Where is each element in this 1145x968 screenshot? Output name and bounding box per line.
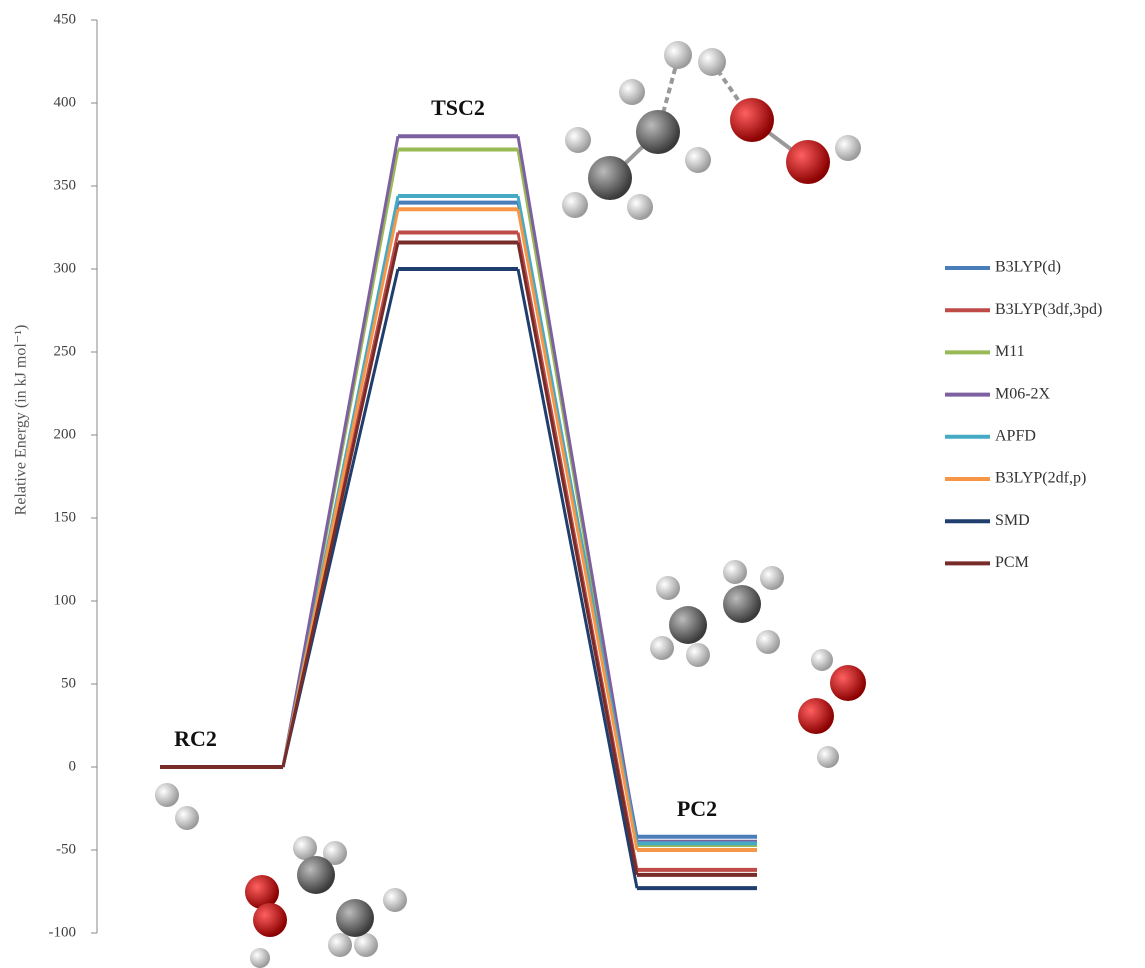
connector [283,242,398,767]
molecule-pc2 [650,560,866,768]
legend-label: B3LYP(3df,3pd) [995,301,1102,318]
legend-label: B3LYP(d) [995,259,1061,276]
y-tick-label: 200 [54,426,77,442]
connector [518,242,637,874]
legend-label: B3LYP(2df,p) [995,470,1086,487]
y-tick-label: -100 [49,924,77,940]
y-tick-label: 450 [54,11,77,27]
y-tick-label: 50 [61,675,76,691]
stage-label: TSC2 [431,95,485,120]
stage-label: RC2 [174,726,217,751]
y-tick-label: 400 [54,94,77,110]
y-tick-label: 150 [54,509,77,525]
y-tick-label: 100 [54,592,77,608]
y-tick-label: 250 [54,343,77,359]
legend-label: M11 [995,343,1025,360]
legend-label: M06-2X [995,385,1051,402]
y-tick-label: 0 [69,758,77,774]
stage-label: PC2 [677,796,717,821]
connector [283,136,398,767]
connector [518,209,637,850]
y-tick-label: 300 [54,260,77,276]
legend-label: SMD [995,512,1030,529]
molecule-rc2 [155,783,407,968]
legend-label: PCM [995,554,1029,571]
legend-label: APFD [995,427,1036,444]
y-axis-label: Relative Energy (in kJ mol⁻¹) [13,325,30,516]
molecule-tsc2 [562,41,861,220]
y-tick-label: 350 [54,177,77,193]
connector [518,136,637,842]
y-tick-label: -50 [56,841,76,857]
connector [518,269,637,888]
chart: Relative Energy (in kJ mol⁻¹) -100 -50 0 50… [0,0,1145,968]
